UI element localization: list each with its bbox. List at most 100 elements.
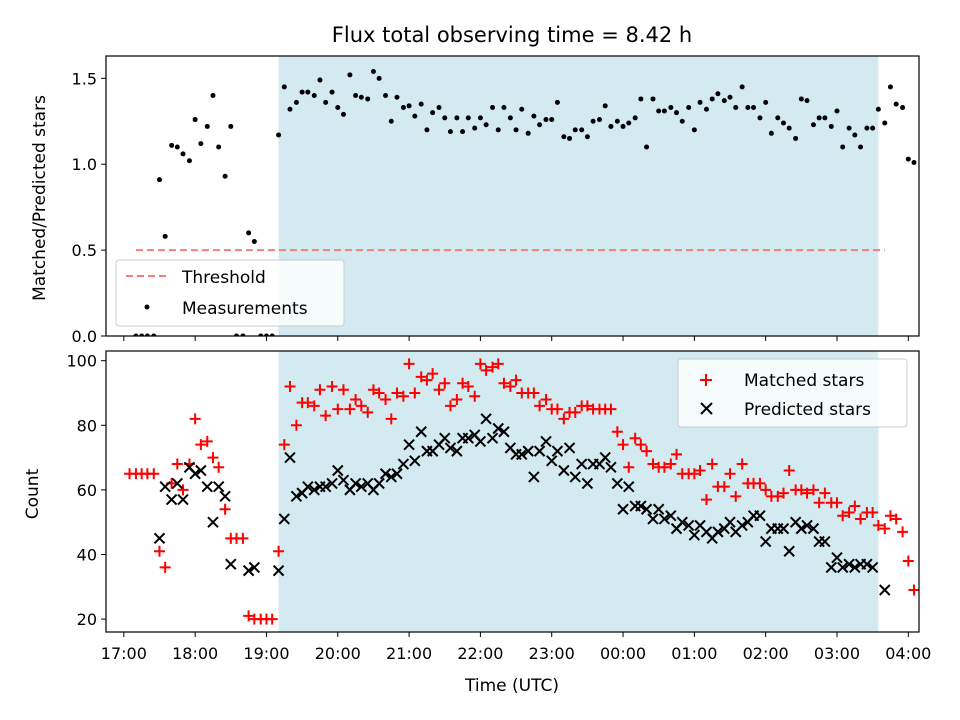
point-predicted-stars xyxy=(486,432,499,444)
point-matched-stars xyxy=(326,381,338,393)
point-predicted-stars xyxy=(349,477,362,490)
point-matched-stars xyxy=(694,465,706,477)
point-matched-stars xyxy=(284,381,296,393)
point-matched-stars xyxy=(480,364,492,376)
point-predicted-stars xyxy=(658,513,671,525)
point-measurements xyxy=(864,125,870,131)
point-measurements xyxy=(365,96,371,102)
point-measurements xyxy=(614,118,620,124)
point-predicted-stars xyxy=(575,458,588,470)
point-matched-stars xyxy=(783,465,795,477)
point-matched-stars xyxy=(148,468,160,480)
bottom-legend: Matched stars Predicted stars xyxy=(677,358,908,428)
point-measurements xyxy=(447,129,453,135)
point-matched-stars xyxy=(219,503,231,515)
x-tick-label: 18:00 xyxy=(172,644,218,663)
point-predicted-stars xyxy=(647,513,659,525)
point-measurements xyxy=(329,89,335,95)
point-measurements xyxy=(597,117,603,123)
point-measurements xyxy=(834,108,840,114)
point-predicted-stars xyxy=(159,480,171,493)
point-predicted-stars xyxy=(373,477,385,490)
point-matched-stars xyxy=(237,532,249,544)
point-measurements xyxy=(418,101,424,107)
point-predicted-stars xyxy=(409,455,421,467)
point-measurements xyxy=(490,105,496,111)
point-predicted-stars xyxy=(332,464,344,477)
point-predicted-stars xyxy=(337,474,350,486)
point-matched-stars xyxy=(409,387,421,399)
point-measurements xyxy=(721,98,727,104)
point-matched-stars xyxy=(855,513,867,525)
top-y-tick-label: 1.5 xyxy=(72,69,97,88)
x-tick-label: 03:00 xyxy=(814,644,860,663)
point-matched-stars xyxy=(623,461,635,473)
point-measurements xyxy=(679,118,685,124)
point-matched-stars xyxy=(189,413,201,425)
point-matched-stars xyxy=(849,500,861,512)
point-matched-stars xyxy=(641,445,653,457)
point-predicted-stars xyxy=(326,477,338,490)
point-measurements xyxy=(263,333,269,336)
point-predicted-stars xyxy=(385,471,397,483)
point-matched-stars xyxy=(671,448,683,460)
point-predicted-stars xyxy=(278,513,290,525)
point-measurements xyxy=(828,123,834,129)
x-tick-label: 19:00 xyxy=(243,644,289,663)
point-measurements xyxy=(543,117,549,123)
x-tick-label: 23:00 xyxy=(529,644,575,663)
point-predicted-stars xyxy=(397,458,410,470)
point-predicted-stars xyxy=(522,445,534,457)
point-predicted-stars xyxy=(533,445,546,457)
point-measurements xyxy=(644,144,650,150)
point-matched-stars xyxy=(332,403,344,415)
point-matched-stars xyxy=(807,484,819,496)
point-matched-stars xyxy=(629,432,641,444)
x-tick-label: 22:00 xyxy=(457,644,503,663)
point-measurements xyxy=(697,99,703,105)
point-measurements xyxy=(501,105,507,111)
point-measurements xyxy=(400,105,406,111)
x-tick-label: 17:00 xyxy=(101,644,147,663)
point-measurements xyxy=(703,106,709,112)
point-measurements xyxy=(317,77,323,83)
point-predicted-stars xyxy=(676,516,688,528)
point-matched-stars xyxy=(551,403,563,415)
point-measurements xyxy=(632,115,638,121)
point-measurements xyxy=(567,135,573,141)
point-predicted-stars xyxy=(195,464,207,477)
bottom-legend-frame xyxy=(677,358,908,428)
point-matched-stars xyxy=(843,506,855,518)
point-predicted-stars xyxy=(165,493,178,506)
point-matched-stars xyxy=(207,452,219,464)
point-matched-stars xyxy=(213,461,225,473)
point-matched-stars xyxy=(373,387,385,399)
point-predicted-stars xyxy=(623,480,635,493)
point-predicted-stars xyxy=(492,422,504,435)
point-measurements xyxy=(507,115,513,121)
point-predicted-stars xyxy=(480,413,492,425)
x-axis-label: Time (UTC) xyxy=(464,676,559,696)
point-matched-stars xyxy=(403,358,415,370)
point-predicted-stars xyxy=(546,455,558,467)
point-matched-stars xyxy=(439,377,451,389)
point-predicted-stars xyxy=(474,435,487,448)
point-matched-stars xyxy=(884,510,896,522)
point-matched-stars xyxy=(421,374,433,386)
point-matched-stars xyxy=(718,481,730,493)
point-matched-stars xyxy=(897,526,909,538)
point-matched-stars xyxy=(914,589,919,592)
point-matched-stars xyxy=(355,400,367,412)
point-measurements xyxy=(656,108,662,114)
point-matched-stars xyxy=(504,381,516,393)
point-measurements xyxy=(513,127,519,133)
point-matched-stars xyxy=(153,545,165,557)
point-matched-stars xyxy=(795,484,807,496)
bottom-y-tick-label: 80 xyxy=(77,416,97,435)
point-matched-stars xyxy=(665,458,677,470)
point-matched-stars xyxy=(902,555,914,567)
point-predicted-stars xyxy=(284,451,296,464)
x-tick-label: 04:00 xyxy=(885,644,931,663)
point-matched-stars xyxy=(462,381,474,393)
point-measurements xyxy=(798,96,804,102)
